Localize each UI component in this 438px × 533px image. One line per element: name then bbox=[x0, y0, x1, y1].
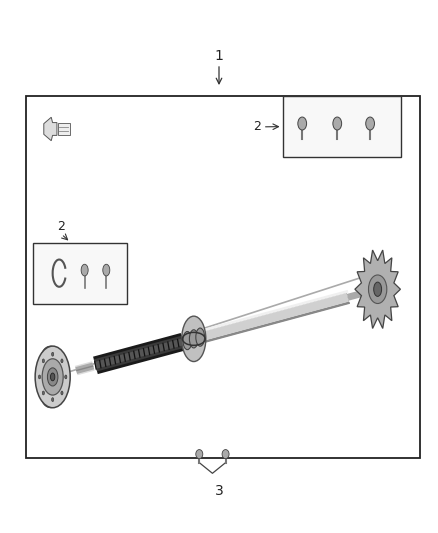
Ellipse shape bbox=[196, 328, 205, 346]
Ellipse shape bbox=[189, 330, 198, 348]
Bar bbox=[283, 96, 401, 157]
Ellipse shape bbox=[42, 387, 59, 408]
Bar bbox=[26, 96, 420, 458]
Ellipse shape bbox=[333, 117, 342, 130]
Text: 2: 2 bbox=[253, 120, 261, 133]
Text: 2: 2 bbox=[57, 220, 65, 233]
Ellipse shape bbox=[182, 316, 206, 361]
Ellipse shape bbox=[374, 282, 381, 296]
Ellipse shape bbox=[50, 373, 55, 381]
Ellipse shape bbox=[81, 264, 88, 276]
Bar bbox=[33, 243, 127, 304]
Ellipse shape bbox=[42, 346, 59, 367]
Ellipse shape bbox=[61, 359, 63, 363]
Ellipse shape bbox=[42, 359, 45, 363]
Ellipse shape bbox=[42, 391, 45, 395]
Text: 1: 1 bbox=[215, 49, 223, 63]
Ellipse shape bbox=[47, 368, 58, 386]
Ellipse shape bbox=[52, 398, 54, 401]
Ellipse shape bbox=[298, 117, 307, 130]
Ellipse shape bbox=[183, 332, 192, 350]
Ellipse shape bbox=[103, 264, 110, 276]
Ellipse shape bbox=[39, 375, 41, 379]
Text: 3: 3 bbox=[215, 484, 223, 498]
Ellipse shape bbox=[196, 449, 203, 459]
Ellipse shape bbox=[65, 375, 67, 379]
Ellipse shape bbox=[61, 391, 63, 395]
Ellipse shape bbox=[222, 449, 229, 459]
Ellipse shape bbox=[35, 346, 70, 408]
Bar bbox=[58, 123, 70, 135]
Polygon shape bbox=[44, 117, 57, 141]
Ellipse shape bbox=[366, 117, 374, 130]
Ellipse shape bbox=[52, 352, 54, 356]
Ellipse shape bbox=[42, 359, 63, 395]
Polygon shape bbox=[355, 250, 400, 328]
Ellipse shape bbox=[368, 275, 387, 303]
